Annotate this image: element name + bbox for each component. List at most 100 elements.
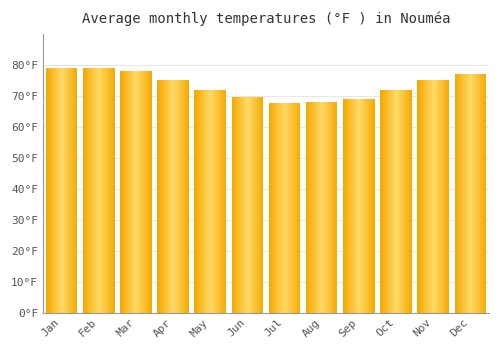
- Bar: [120, 71, 121, 313]
- Bar: [68, 68, 70, 313]
- Bar: [474, 74, 475, 313]
- Bar: [53, 68, 54, 313]
- Bar: [206, 90, 207, 313]
- Bar: [454, 74, 456, 313]
- Bar: [143, 71, 144, 313]
- Bar: [344, 99, 346, 313]
- Bar: [244, 97, 245, 313]
- Bar: [343, 99, 344, 313]
- Bar: [404, 90, 406, 313]
- Bar: [392, 90, 393, 313]
- Bar: [322, 102, 323, 313]
- Bar: [151, 71, 152, 313]
- Bar: [173, 80, 174, 313]
- Bar: [448, 80, 449, 313]
- Bar: [434, 80, 436, 313]
- Bar: [334, 102, 335, 313]
- Bar: [112, 68, 113, 313]
- Bar: [169, 80, 170, 313]
- Bar: [224, 90, 225, 313]
- Bar: [55, 68, 56, 313]
- Bar: [150, 71, 151, 313]
- Bar: [484, 74, 486, 313]
- Bar: [146, 71, 147, 313]
- Bar: [161, 80, 162, 313]
- Bar: [158, 80, 159, 313]
- Bar: [212, 90, 214, 313]
- Bar: [440, 80, 441, 313]
- Bar: [472, 74, 474, 313]
- Bar: [253, 97, 254, 313]
- Bar: [402, 90, 403, 313]
- Bar: [411, 90, 412, 313]
- Bar: [336, 102, 338, 313]
- Bar: [46, 68, 48, 313]
- Bar: [268, 104, 270, 313]
- Bar: [385, 90, 386, 313]
- Bar: [389, 90, 390, 313]
- Bar: [162, 80, 163, 313]
- Bar: [284, 104, 286, 313]
- Bar: [215, 90, 216, 313]
- Bar: [48, 68, 49, 313]
- Bar: [98, 68, 100, 313]
- Bar: [148, 71, 150, 313]
- Bar: [278, 104, 279, 313]
- Bar: [286, 104, 287, 313]
- Bar: [403, 90, 404, 313]
- Bar: [358, 99, 359, 313]
- Bar: [328, 102, 329, 313]
- Bar: [84, 68, 86, 313]
- Bar: [290, 104, 291, 313]
- Bar: [462, 74, 463, 313]
- Bar: [236, 97, 237, 313]
- Bar: [144, 71, 146, 313]
- Bar: [196, 90, 197, 313]
- Bar: [197, 90, 198, 313]
- Bar: [219, 90, 220, 313]
- Bar: [249, 97, 250, 313]
- Bar: [388, 90, 389, 313]
- Bar: [366, 99, 368, 313]
- Bar: [312, 102, 313, 313]
- Bar: [356, 99, 358, 313]
- Bar: [370, 99, 372, 313]
- Bar: [72, 68, 74, 313]
- Bar: [142, 71, 143, 313]
- Bar: [420, 80, 422, 313]
- Bar: [93, 68, 94, 313]
- Bar: [60, 68, 61, 313]
- Bar: [320, 102, 321, 313]
- Bar: [354, 99, 355, 313]
- Bar: [164, 80, 165, 313]
- Bar: [198, 90, 199, 313]
- Bar: [297, 104, 298, 313]
- Bar: [325, 102, 326, 313]
- Bar: [399, 90, 400, 313]
- Bar: [456, 74, 457, 313]
- Bar: [458, 74, 460, 313]
- Bar: [186, 80, 187, 313]
- Bar: [438, 80, 440, 313]
- Bar: [234, 97, 236, 313]
- Bar: [187, 80, 188, 313]
- Bar: [365, 99, 366, 313]
- Bar: [242, 97, 244, 313]
- Bar: [475, 74, 476, 313]
- Bar: [428, 80, 429, 313]
- Bar: [211, 90, 212, 313]
- Bar: [50, 68, 51, 313]
- Bar: [95, 68, 96, 313]
- Bar: [204, 90, 206, 313]
- Bar: [138, 71, 139, 313]
- Bar: [258, 97, 259, 313]
- Bar: [361, 99, 362, 313]
- Bar: [140, 71, 141, 313]
- Bar: [238, 97, 240, 313]
- Bar: [478, 74, 479, 313]
- Bar: [74, 68, 75, 313]
- Bar: [200, 90, 202, 313]
- Bar: [359, 99, 360, 313]
- Bar: [88, 68, 89, 313]
- Bar: [398, 90, 399, 313]
